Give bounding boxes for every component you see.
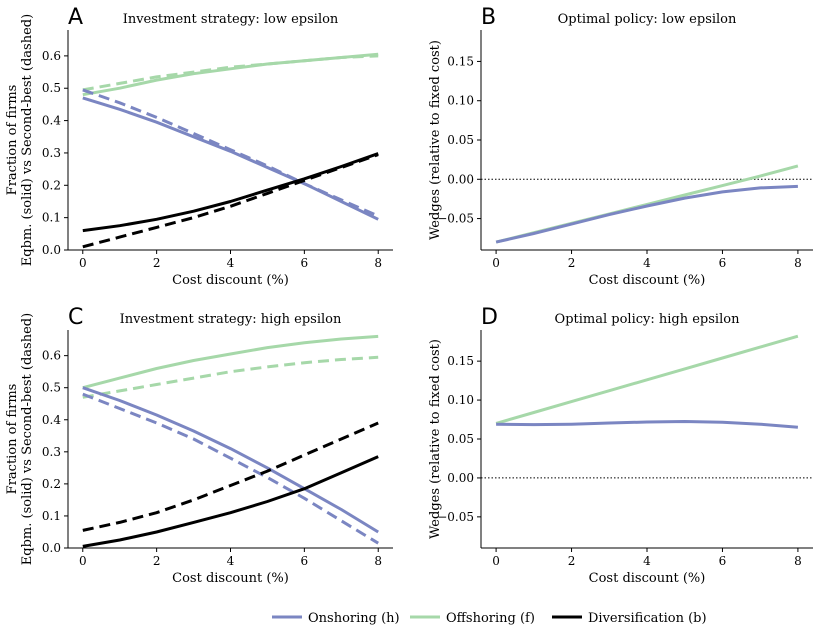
y-axis-label: Fraction of firms — [5, 85, 20, 196]
panel-letter: A — [68, 5, 83, 30]
x-tick-label: 2 — [568, 554, 576, 568]
y-tick-label: 0.00 — [447, 172, 474, 186]
chart-title: Optimal policy: high epsilon — [555, 312, 741, 327]
y-tick-label: 0.3 — [42, 445, 61, 459]
series-offshoring-solid — [495, 334, 799, 425]
series-diversification-dashed — [82, 153, 379, 249]
series-onshoring-solid — [496, 420, 799, 429]
x-tick-label: 4 — [643, 256, 651, 270]
x-tick-label: 6 — [719, 554, 727, 568]
series-offshoring-solid — [82, 334, 379, 390]
x-tick-label: 2 — [568, 256, 576, 270]
y-tick-label: −0.05 — [437, 510, 474, 524]
panel-d: D Optimal policy: high epsilon 0 2 4 6 8 −0.05 0… — [428, 305, 813, 586]
y-axis-label: Wedges (relative to fixed cost) — [428, 339, 443, 539]
y-tick-label: 0.3 — [42, 146, 61, 160]
x-axis-label: Cost discount (%) — [172, 273, 289, 288]
x-tick-label: 2 — [153, 256, 161, 270]
panel-letter: C — [68, 305, 83, 330]
y-tick-label: 0.6 — [42, 349, 61, 363]
x-tick-label: 6 — [719, 256, 727, 270]
panel-letter: B — [481, 5, 496, 30]
y-tick-label: 0.6 — [42, 49, 61, 63]
series-diversification-solid — [82, 455, 379, 548]
y-tick-label: 0.4 — [42, 114, 61, 128]
x-tick-label: 8 — [794, 256, 802, 270]
y-tick-label: 0.5 — [42, 381, 61, 395]
series-offshoring-solid — [82, 52, 379, 97]
y-axis-label: Wedges (relative to fixed cost) — [428, 40, 443, 240]
y-tick-label: 0.0 — [42, 243, 61, 257]
y-axis-label: Fraction of firms — [5, 384, 20, 495]
x-tick-label: 6 — [301, 554, 309, 568]
y-tick-label: 0.4 — [42, 413, 61, 427]
chart-title: Optimal policy: low epsilon — [558, 12, 737, 27]
y-tick-label: 0.2 — [42, 477, 61, 491]
series-diversification-solid — [82, 152, 379, 233]
x-tick-label: 4 — [643, 554, 651, 568]
chart-title: Investment strategy: low epsilon — [123, 12, 339, 27]
x-tick-label: 4 — [227, 554, 235, 568]
panel-a: A Investment strategy: low epsilon 0 2 4 6 8 0.… — [5, 5, 393, 288]
x-tick-label: 0 — [79, 554, 87, 568]
y-tick-label: 0.10 — [447, 393, 474, 407]
y-tick-label: 0.15 — [447, 354, 474, 368]
x-tick-label: 8 — [794, 554, 802, 568]
series-onshoring-solid — [82, 386, 379, 534]
x-tick-label: 0 — [79, 256, 87, 270]
y-axis-label: Eqbm. (solid) vs Second-best (dashed) — [20, 313, 35, 565]
series-onshoring-dashed — [82, 392, 379, 545]
series-onshoring-dashed — [82, 88, 379, 218]
y-tick-label: 0.05 — [447, 133, 474, 147]
x-axis-label: Cost discount (%) — [589, 571, 706, 586]
y-tick-label: 0.1 — [42, 211, 61, 225]
legend-label-offshoring: Offshoring (f) — [446, 611, 535, 626]
legend: Onshoring (h) Offshoring (f) Diversificati… — [272, 611, 707, 626]
x-tick-label: 4 — [227, 256, 235, 270]
x-tick-label: 6 — [301, 256, 309, 270]
panel-c: C Investment strategy: high epsilon 0 2 4 6 8 0… — [5, 305, 393, 586]
y-tick-label: 0.0 — [42, 541, 61, 555]
y-tick-label: 0.00 — [447, 471, 474, 485]
series-diversification-dashed — [82, 421, 379, 532]
panel-b: B Optimal policy: low epsilon 0 2 4 6 8 −0.05 0.… — [428, 5, 813, 288]
y-tick-label: 0.05 — [447, 432, 474, 446]
chart-title: Investment strategy: high epsilon — [120, 312, 342, 327]
y-tick-label: 0.15 — [447, 54, 474, 68]
x-tick-label: 8 — [374, 554, 382, 568]
legend-label-diversification: Diversification (b) — [588, 611, 707, 626]
y-axis-label: Eqbm. (solid) vs Second-best (dashed) — [20, 14, 35, 266]
x-tick-label: 8 — [374, 256, 382, 270]
x-tick-label: 2 — [153, 554, 161, 568]
x-axis-label: Cost discount (%) — [589, 273, 706, 288]
y-tick-label: 0.1 — [42, 509, 61, 523]
x-tick-label: 0 — [492, 256, 500, 270]
series-offshoring-dashed — [82, 54, 379, 92]
legend-label-onshoring: Onshoring (h) — [308, 611, 400, 626]
y-tick-label: 0.10 — [447, 94, 474, 108]
x-axis-label: Cost discount (%) — [172, 571, 289, 586]
x-tick-label: 0 — [492, 554, 500, 568]
y-tick-label: 0.5 — [42, 81, 61, 95]
y-tick-label: 0.2 — [42, 178, 61, 192]
series-onshoring-solid — [495, 184, 798, 244]
panel-letter: D — [481, 305, 498, 330]
y-tick-label: −0.05 — [437, 212, 474, 226]
